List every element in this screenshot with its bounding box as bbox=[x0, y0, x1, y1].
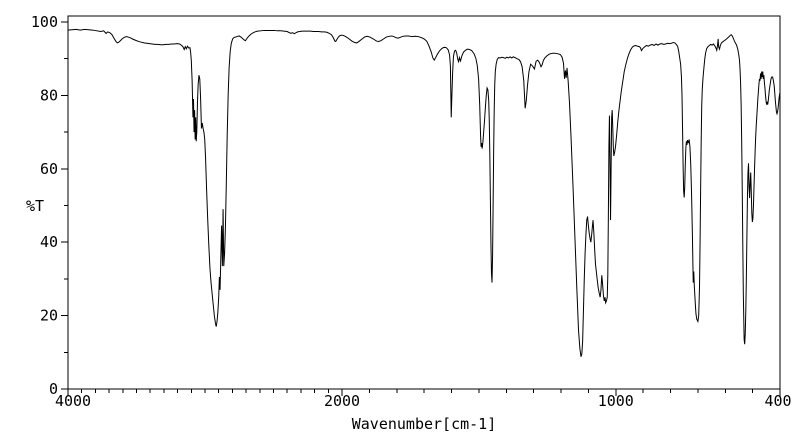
y-tick-label-40: 40 bbox=[40, 233, 58, 251]
y-tick-label-60: 60 bbox=[40, 160, 58, 178]
x-tick-label-2000: 2000 bbox=[324, 392, 360, 410]
y-tick-label-0: 0 bbox=[49, 380, 58, 398]
x-tick-label-4000: 4000 bbox=[55, 392, 91, 410]
y-axis-title: %T bbox=[26, 197, 44, 215]
y-tick-label-80: 80 bbox=[40, 86, 58, 104]
y-tick-label-20: 20 bbox=[40, 307, 58, 325]
spectrum-trace bbox=[67, 28, 781, 357]
x-tick-label-1000: 1000 bbox=[598, 392, 634, 410]
x-axis-title: Wavenumber[cm-1] bbox=[352, 415, 497, 433]
plot-layer: 0 20 40 60 80 100 4000 2000 1000 400 bbox=[31, 13, 792, 410]
x-tick-label-400: 400 bbox=[764, 392, 791, 410]
plot-border bbox=[67, 15, 781, 390]
y-tick-label-100: 100 bbox=[31, 13, 58, 31]
